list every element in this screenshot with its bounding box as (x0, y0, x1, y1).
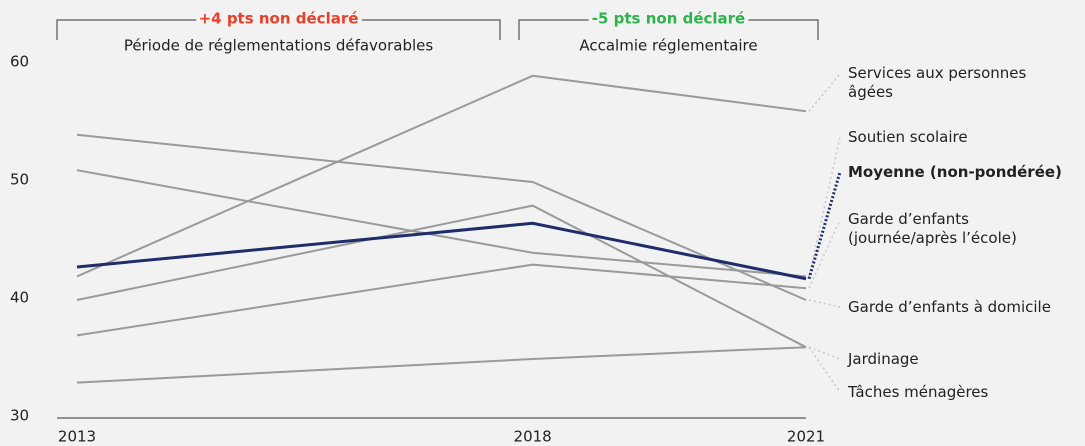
y-tick-label: 50 (10, 171, 29, 189)
series-line (76, 221, 807, 281)
series-label: Tâches ménagères (848, 383, 989, 401)
series-line (76, 204, 807, 349)
x-tick-label: 2021 (787, 428, 825, 446)
leader-line (808, 346, 841, 393)
series-line (76, 346, 807, 384)
series-label: Jardinage (848, 350, 919, 368)
y-tick-label: 30 (10, 407, 29, 425)
leader-line (807, 171, 842, 280)
annotation-text: Accalmie réglementaire (579, 37, 757, 55)
leader-line (808, 136, 841, 277)
series-line (76, 169, 807, 278)
leader-line (808, 73, 841, 112)
series-line (76, 74, 807, 278)
x-tick-label: 2013 (58, 428, 96, 446)
series-line (76, 263, 807, 337)
annotation-text: Période de réglementations défavorables (124, 37, 434, 55)
series-label: Garde d’enfants (journée/après l’école) (848, 210, 1017, 247)
annotation-highlight: -5 pts non déclaré (592, 10, 745, 28)
series-label: Soutien scolaire (848, 128, 968, 146)
bracket (518, 19, 819, 40)
leader-line (808, 299, 841, 308)
annotation-highlight: +4 pts non déclaré (199, 10, 359, 28)
series-line (76, 133, 807, 301)
bracket (56, 19, 501, 40)
series-label: Moyenne (non-pondérée) (848, 163, 1062, 181)
leader-line (808, 346, 841, 360)
y-tick-label: 40 (10, 289, 29, 307)
y-tick-label: 60 (10, 53, 29, 71)
series-label: Services aux personnes âgées (848, 64, 1027, 101)
x-tick-label: 2018 (514, 428, 552, 446)
leader-line (808, 219, 841, 289)
series-label: Garde d’enfants à domicile (848, 298, 1051, 316)
